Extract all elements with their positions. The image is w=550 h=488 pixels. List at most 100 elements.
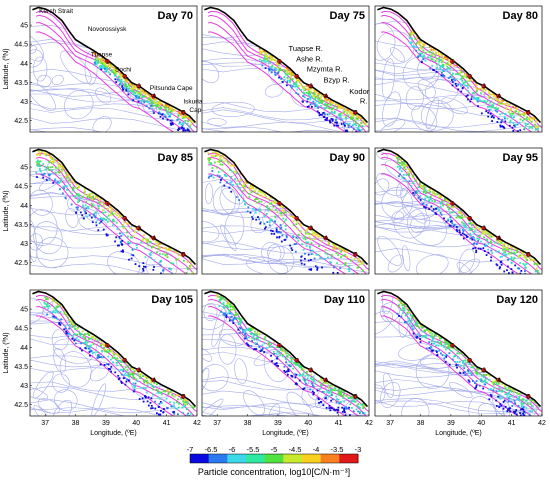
river-marker-label: 2	[123, 215, 127, 222]
river-marker	[526, 252, 531, 257]
y-tick-label: 45	[20, 165, 28, 172]
x-tick-label: 37	[41, 420, 49, 427]
panel-title: Day 95	[503, 152, 538, 164]
panel-day-120: 1 2 3 4 5 Day 120 37 38 39 40 41 42 Longitude, (ºE)	[374, 289, 546, 437]
river-marker-label: 2	[123, 73, 127, 80]
river-marker	[526, 394, 531, 399]
y-tick-label: 44.5	[14, 326, 28, 333]
y-tick-label: 43.5	[14, 364, 28, 371]
x-axis-label: Longitude, (ºE)	[435, 430, 482, 437]
river-marker	[277, 59, 282, 64]
particle-plume	[258, 48, 367, 132]
river-marker-label: 2	[123, 357, 127, 364]
river-marker	[496, 93, 501, 99]
river-marker	[450, 59, 455, 64]
x-tick-label: 40	[304, 420, 312, 427]
river-marker-label: 5	[354, 394, 358, 401]
river-marker	[294, 74, 299, 79]
river-marker	[308, 367, 313, 373]
river-marker	[181, 110, 186, 115]
land	[30, 6, 197, 129]
colorbar-segment	[264, 454, 284, 463]
river-label: Tuapse R.	[289, 44, 323, 53]
place-label: Kerch Strait	[39, 8, 73, 15]
river-marker-label: 1	[106, 200, 110, 207]
land	[202, 6, 369, 129]
x-axis-label: Longitude, (ºE)	[90, 430, 137, 437]
colorbar-tick-label: -4.5	[289, 445, 302, 454]
river-marker-label: 4	[324, 235, 328, 242]
particle-plume	[92, 51, 195, 132]
river-marker	[151, 235, 156, 241]
y-tick-label: 43	[20, 99, 28, 106]
river-marker	[181, 394, 186, 399]
river-marker-label: 2	[295, 73, 299, 80]
river-marker-label: 3	[137, 225, 141, 232]
river-marker	[151, 93, 156, 99]
river-marker	[136, 225, 141, 231]
river-marker-label: 4	[152, 377, 156, 384]
river-marker-label: 4	[324, 377, 328, 384]
particle-plume	[207, 151, 364, 274]
river-marker	[277, 343, 282, 348]
colorbar-tick-label: -3	[355, 445, 362, 454]
river-label: Kodor	[349, 87, 370, 96]
panel-frame	[201, 289, 370, 417]
river-marker-label: 4	[497, 93, 501, 100]
river-marker	[467, 216, 472, 221]
river-marker	[496, 235, 501, 241]
river-marker-label: 1	[106, 342, 110, 349]
river-marker	[294, 358, 299, 363]
panel-frame	[29, 147, 198, 275]
land	[375, 148, 542, 271]
river-marker-label: 2	[468, 357, 472, 364]
land	[30, 290, 197, 413]
coastline	[204, 148, 369, 266]
colorbar-segment	[283, 454, 303, 463]
y-tick-label: 45	[20, 23, 28, 30]
river-marker-label: 3	[482, 225, 486, 232]
river-marker-label: 2	[468, 215, 472, 222]
river-marker-label: 2	[468, 73, 472, 80]
coastline	[377, 6, 542, 124]
river-label: Mzymta R.	[307, 65, 343, 74]
river-marker-label: 4	[152, 93, 156, 100]
coastline	[377, 290, 542, 408]
particle-plume	[43, 296, 195, 416]
river-marker-label: 2	[295, 357, 299, 364]
coastline	[377, 148, 542, 266]
panel-frame	[201, 5, 370, 133]
panel-day-95: 1 2 3 4 5 Day 95	[374, 147, 543, 275]
panel-frame	[374, 147, 543, 275]
colorbar-tick-label: -5.5	[247, 445, 260, 454]
particle-plume	[35, 150, 194, 274]
river-marker-label: 5	[527, 394, 531, 401]
river-marker-label: 1	[451, 200, 455, 207]
x-tick-label: 37	[213, 420, 221, 427]
colorbar-segment	[246, 454, 266, 463]
river-marker-label: 5	[527, 252, 531, 259]
river-marker-label: 1	[278, 200, 282, 207]
particle-plume	[395, 155, 540, 274]
x-tick-label: 41	[508, 420, 516, 427]
river-marker	[277, 201, 282, 206]
y-axis-label: Latitude, (ºN)	[3, 48, 10, 89]
colorbar-segment	[302, 454, 322, 463]
colorbar-segment	[320, 454, 340, 463]
y-tick-label: 43	[20, 241, 28, 248]
y-axis-label: Latitude, (ºN)	[3, 190, 10, 231]
colorbar-label: Particle concentration, log10[C/N·m⁻³]	[198, 467, 350, 477]
place-label: Cape	[189, 107, 205, 114]
river-marker	[323, 93, 328, 99]
place-label: Sochi	[115, 67, 131, 74]
y-tick-label: 42.5	[14, 118, 28, 125]
river-marker-label: 1	[451, 58, 455, 65]
river-marker-label: 5	[182, 110, 186, 117]
river-marker-label: 3	[482, 367, 486, 374]
river-marker-label: 3	[309, 367, 313, 374]
panel-frame	[374, 289, 543, 417]
x-tick-label: 39	[447, 420, 455, 427]
panel-day-80: 1 2 3 4 5 Day 80	[374, 5, 543, 133]
